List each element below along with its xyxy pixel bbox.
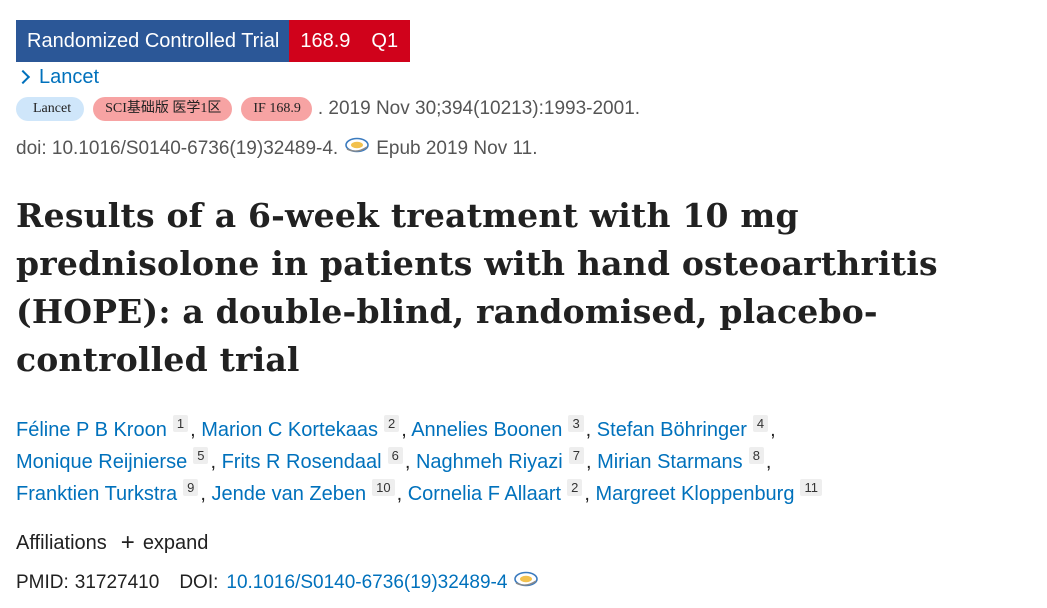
affiliation-number[interactable]: 5 [193,447,209,464]
author-line: Franktien Turkstra 9, Jende van Zeben 10, … [16,478,1026,510]
author-separator: , [200,483,206,505]
author-link[interactable]: Cornelia F Allaart [407,483,562,505]
citation-doi: doi: 10.1016/S0140-6736(19)32489-4. [16,138,339,159]
epub-date: Epub 2019 Nov 11. [376,138,538,159]
affiliation-number[interactable]: 8 [748,447,764,464]
author-line: Féline P B Kroon 1, Marion C Kortekaas 2, … [16,414,1026,446]
author-link[interactable]: Mirian Starmans [597,451,743,473]
author-link[interactable]: Margreet Kloppenburg [595,483,795,505]
article-header: Randomized Controlled Trial 168.9 Q1 Lan… [15,20,1026,598]
author-line: Monique Reijnierse 5, Frits R Rosendaal 6,… [16,446,1026,478]
citation-source: . 2019 Nov 30;394(10213):1993-2001. [317,98,641,119]
citation-row: Lancet SCI基础版 医学1区 IF 168.9 . 2019 Nov 3… [16,96,1026,122]
author-link[interactable]: Stefan Böhringer [596,419,747,441]
author-separator: , [404,451,411,473]
author-separator: , [190,419,196,441]
author-link[interactable]: Jende van Zeben [211,483,367,505]
pmid-value: 31727410 [74,572,160,593]
author-link[interactable]: Franktien Turkstra [16,483,178,505]
journal-link[interactable]: Lancet [15,64,1026,90]
affiliation-number[interactable]: 2 [383,415,400,432]
affiliation-number[interactable]: 3 [568,415,584,432]
affiliations-label: Affiliations [16,531,107,554]
impact-factor-pill: IF 168.9 [241,97,312,121]
author-link[interactable]: Annelies Boonen [411,419,563,441]
author-separator: , [585,451,592,473]
author-link[interactable]: Naghmeh Riyazi [415,451,563,473]
sci-rank-pill: SCI基础版 医学1区 [93,97,233,121]
author-link[interactable]: Frits R Rosendaal [221,451,382,473]
affiliation-number[interactable]: 11 [800,479,822,496]
journal-link-label[interactable]: Lancet [39,65,100,88]
title-line: prednisolone in patients with hand osteo… [16,244,938,283]
title-line: (HOPE): a double-blind, randomised, plac… [16,292,878,331]
doi-link[interactable]: 10.1016/S0140-6736(19)32489-4 [226,572,508,593]
identifiers-row: PMID: 31727410 DOI: 10.1016/S0140-6736(1… [16,568,1026,598]
pmid-label: PMID: [16,572,69,593]
affiliation-number[interactable]: 6 [387,447,403,464]
title-line: controlled trial [16,340,300,379]
author-separator: , [584,483,590,505]
affiliation-number[interactable]: 7 [568,447,584,464]
plus-icon[interactable]: + [120,529,135,556]
affiliation-number[interactable]: 9 [183,479,199,496]
affiliation-number[interactable]: 4 [752,415,769,432]
badge-row: Randomized Controlled Trial 168.9 Q1 [16,20,1026,62]
quartile-value: Q1 [371,30,399,52]
doi-row: doi: 10.1016/S0140-6736(19)32489-4. Epub… [16,136,1026,162]
chevron-right-icon [15,69,31,85]
doi-label: DOI: [179,572,219,593]
affiliations-row: Affiliations + expand [16,528,1026,558]
author-link[interactable]: Marion C Kortekaas [201,419,378,441]
author-separator: , [585,419,592,441]
author-separator: , [401,419,407,441]
journal-pill[interactable]: Lancet [16,97,85,121]
author-list: Féline P B Kroon 1, Marion C Kortekaas 2, … [16,414,1026,510]
author-link[interactable]: Féline P B Kroon [16,419,167,441]
author-separator: , [765,451,772,473]
article-type-badge: Randomized Controlled Trial [16,20,290,62]
affiliations-expand[interactable]: expand [142,531,209,554]
author-link[interactable]: Monique Reijnierse [16,451,188,473]
fulltext-link-icon[interactable] [513,570,539,588]
impact-factor-value: 168.9 [300,30,351,52]
author-separator: , [210,451,216,473]
impact-factor-badge: 168.9 Q1 [289,20,411,62]
author-separator: , [770,419,776,441]
fulltext-link-icon[interactable] [344,136,370,154]
affiliation-number[interactable]: 2 [567,479,583,496]
affiliation-number[interactable]: 1 [172,415,189,432]
title-line: Results of a 6-week treatment with 10 mg [16,196,799,235]
affiliation-number[interactable]: 10 [372,479,395,496]
article-title: Results of a 6-week treatment with 10 mg… [16,192,1026,384]
author-separator: , [396,483,403,505]
